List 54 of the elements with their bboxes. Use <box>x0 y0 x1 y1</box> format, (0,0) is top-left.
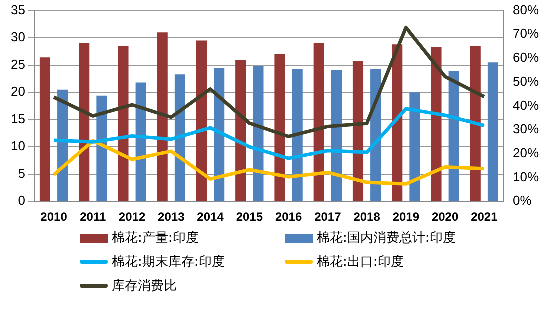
y-tick-label: 5 <box>18 166 26 181</box>
bar <box>292 69 303 202</box>
bar <box>118 46 129 202</box>
x-tick-label: 2018 <box>354 210 381 224</box>
y-tick-label: 0 <box>18 193 26 208</box>
x-tick-label: 2014 <box>197 210 224 224</box>
y2-tick-label: 10% <box>512 169 540 184</box>
x-tick-label: 2016 <box>275 210 302 224</box>
y2-tick-label: 40% <box>512 98 540 113</box>
bar <box>431 47 442 202</box>
y2-tick-label: 30% <box>512 122 540 137</box>
legend-label: 棉花:产量:印度 <box>112 230 199 247</box>
x-tick-label: 2013 <box>158 210 186 224</box>
bar <box>174 74 186 202</box>
y-tick-label: 15 <box>10 111 26 126</box>
x-tick-label: 2015 <box>236 210 264 224</box>
y2-tick-label: 80% <box>512 2 540 18</box>
bar <box>274 54 286 202</box>
bar <box>331 70 342 202</box>
bar <box>470 46 481 202</box>
bar <box>410 92 420 202</box>
legend-label: 棉花:出口:印度 <box>317 254 404 271</box>
legend-label: 库存消费比 <box>112 278 177 295</box>
x-tick-label: 2017 <box>314 210 342 224</box>
y2-tick-label: 0% <box>512 193 532 208</box>
y-tick-label: 30 <box>10 30 26 45</box>
y2-tick-label: 70% <box>512 26 540 42</box>
y-tick-label: 35 <box>10 2 26 18</box>
x-tick-label: 2012 <box>118 210 146 224</box>
legend-label: 棉花:期末库存:印度 <box>112 254 225 271</box>
x-tick-label: 2011 <box>80 210 106 224</box>
bar <box>136 82 146 202</box>
y2-tick-label: 50% <box>512 74 540 89</box>
x-tick-label: 2020 <box>432 210 459 224</box>
bar <box>40 58 50 202</box>
y2-tick-label: 60% <box>512 50 540 66</box>
y2-tick-label: 20% <box>512 145 540 160</box>
bar <box>196 40 208 202</box>
bar <box>157 32 168 202</box>
x-tick-label: 2010 <box>40 210 68 224</box>
bar <box>214 68 225 202</box>
y-tick-label: 25 <box>10 56 26 72</box>
bar <box>314 44 324 202</box>
x-tick-label: 2021 <box>471 210 498 224</box>
bar <box>488 62 499 202</box>
bar <box>79 44 90 202</box>
y-tick-label: 10 <box>10 138 26 154</box>
y-tick-label: 20 <box>10 84 26 100</box>
x-tick-label: 2019 <box>392 210 420 224</box>
bar <box>448 71 460 202</box>
bar <box>253 66 264 202</box>
bar <box>352 62 364 202</box>
bar <box>236 60 246 202</box>
legend-label: 棉花:国内消费总计:印度 <box>317 230 456 247</box>
